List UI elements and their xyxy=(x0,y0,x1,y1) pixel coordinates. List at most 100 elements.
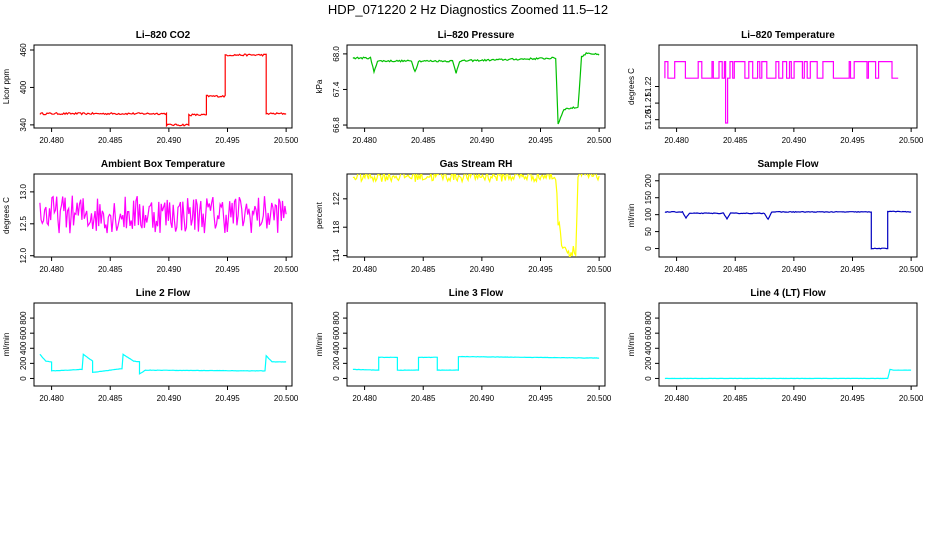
y-tick-label: 0 xyxy=(332,376,341,381)
y-tick-label: 50 xyxy=(644,227,653,236)
x-tick-label: 20.490 xyxy=(470,265,495,274)
chart-title: Li–820 Pressure xyxy=(438,30,515,41)
y-tick-label: 200 xyxy=(332,356,341,370)
x-tick-label: 20.490 xyxy=(782,265,807,274)
x-tick-label: 20.495 xyxy=(840,394,865,403)
y-tick-label: 51.21 xyxy=(644,93,653,114)
series-line xyxy=(664,210,912,250)
x-tick-label: 20.500 xyxy=(274,394,299,403)
plot-frame xyxy=(658,173,918,258)
x-tick-label: 20.480 xyxy=(352,394,377,403)
series-line xyxy=(39,195,287,234)
x-tick-label: 20.495 xyxy=(840,265,865,274)
chart-panel: Ambient Box Temperature 20.480 20.485 20.49… xyxy=(2,159,299,274)
y-axis-label: ml/min xyxy=(2,333,11,357)
chart-title: Sample Flow xyxy=(757,159,818,170)
y-tick-label: 150 xyxy=(644,190,653,204)
y-axis-label: degrees C xyxy=(2,197,11,234)
y-tick-label: 600 xyxy=(644,326,653,340)
plot-frame xyxy=(33,302,293,387)
y-tick-label: 340 xyxy=(19,118,28,132)
y-tick-label: 800 xyxy=(332,311,341,325)
y-tick-label: 0 xyxy=(19,376,28,381)
x-tick-label: 20.495 xyxy=(215,394,240,403)
x-tick-label: 20.490 xyxy=(782,394,807,403)
chart-title: Line 3 Flow xyxy=(449,288,504,299)
plot-frame xyxy=(658,44,918,129)
x-tick-label: 20.500 xyxy=(899,136,924,145)
chart-title: Ambient Box Temperature xyxy=(101,159,226,170)
y-tick-label: 51.20 xyxy=(644,109,653,130)
x-tick-label: 20.480 xyxy=(352,136,377,145)
y-axis-label: degrees C xyxy=(627,68,636,105)
chart-title: Line 4 (LT) Flow xyxy=(750,288,826,299)
y-tick-label: 800 xyxy=(644,311,653,325)
y-tick-label: 122 xyxy=(332,192,341,206)
chart-title: Gas Stream RH xyxy=(440,159,513,170)
chart-title: Line 2 Flow xyxy=(136,288,191,299)
x-tick-label: 20.485 xyxy=(411,136,436,145)
y-tick-label: 12.0 xyxy=(19,247,28,263)
chart-panel: Sample Flow 20.480 20.485 20.490 20.495 20.50… xyxy=(627,159,924,274)
x-tick-label: 20.500 xyxy=(587,394,612,403)
x-tick-label: 20.490 xyxy=(470,394,495,403)
x-tick-label: 20.490 xyxy=(470,136,495,145)
y-tick-label: 67.4 xyxy=(332,81,341,97)
x-tick-label: 20.485 xyxy=(411,394,436,403)
y-axis-label: kPa xyxy=(315,79,324,93)
x-tick-label: 20.485 xyxy=(723,394,748,403)
series-line xyxy=(39,353,287,375)
x-tick-label: 20.480 xyxy=(664,394,689,403)
x-tick-label: 20.500 xyxy=(274,136,299,145)
y-tick-label: 118 xyxy=(332,220,341,233)
plot-frame xyxy=(346,302,606,387)
y-tick-label: 400 xyxy=(19,80,28,94)
x-tick-label: 20.480 xyxy=(664,265,689,274)
x-tick-label: 20.480 xyxy=(39,394,64,403)
y-tick-label: 100 xyxy=(644,207,653,221)
x-tick-label: 20.480 xyxy=(39,136,64,145)
page-title: HDP_071220 2 Hz Diagnostics Zoomed 11.5–… xyxy=(327,2,609,17)
x-tick-label: 20.485 xyxy=(723,265,748,274)
series-line xyxy=(39,53,287,128)
x-tick-label: 20.485 xyxy=(98,265,123,274)
y-tick-label: 12.5 xyxy=(19,215,28,231)
y-tick-label: 460 xyxy=(19,43,28,57)
x-tick-label: 20.480 xyxy=(39,265,64,274)
x-tick-label: 20.500 xyxy=(587,265,612,274)
x-tick-label: 20.500 xyxy=(899,265,924,274)
plot-frame xyxy=(33,173,293,258)
x-tick-label: 20.485 xyxy=(411,265,436,274)
x-tick-label: 20.480 xyxy=(664,136,689,145)
y-tick-label: 66.8 xyxy=(332,117,341,133)
chart-panel: Line 3 Flow 20.480 20.485 20.490 20.495 20.50… xyxy=(315,288,612,403)
series-line xyxy=(352,174,600,257)
x-tick-label: 20.485 xyxy=(723,136,748,145)
chart-panel: Li–820 Temperature 20.480 20.485 20.490 20.4… xyxy=(627,30,924,145)
y-tick-label: 0 xyxy=(644,376,653,381)
y-tick-label: 51.22 xyxy=(644,76,653,97)
chart-panel: Li–820 CO2 20.480 20.485 20.490 20.495 20.500… xyxy=(2,30,299,145)
y-tick-label: 600 xyxy=(332,326,341,340)
x-tick-label: 20.490 xyxy=(157,394,182,403)
series-line xyxy=(664,368,912,380)
y-axis-label: ml/min xyxy=(627,204,636,228)
y-axis-label: Licor ppm xyxy=(2,69,11,104)
y-axis-label: ml/min xyxy=(627,333,636,357)
y-axis-label: percent xyxy=(315,201,324,228)
plot-frame xyxy=(658,302,918,387)
x-tick-label: 20.500 xyxy=(587,136,612,145)
plot-frame xyxy=(33,44,293,129)
y-tick-label: 400 xyxy=(19,341,28,355)
x-tick-label: 20.490 xyxy=(157,136,182,145)
series-line xyxy=(352,355,600,371)
x-tick-label: 20.490 xyxy=(782,136,807,145)
y-axis-label: ml/min xyxy=(315,333,324,357)
x-tick-label: 20.495 xyxy=(528,265,553,274)
y-tick-label: 600 xyxy=(19,326,28,340)
plot-frame xyxy=(346,173,606,258)
series-line xyxy=(352,51,600,125)
chart-panel: Gas Stream RH 20.480 20.485 20.490 20.495 20.… xyxy=(315,159,612,274)
x-tick-label: 20.495 xyxy=(528,136,553,145)
